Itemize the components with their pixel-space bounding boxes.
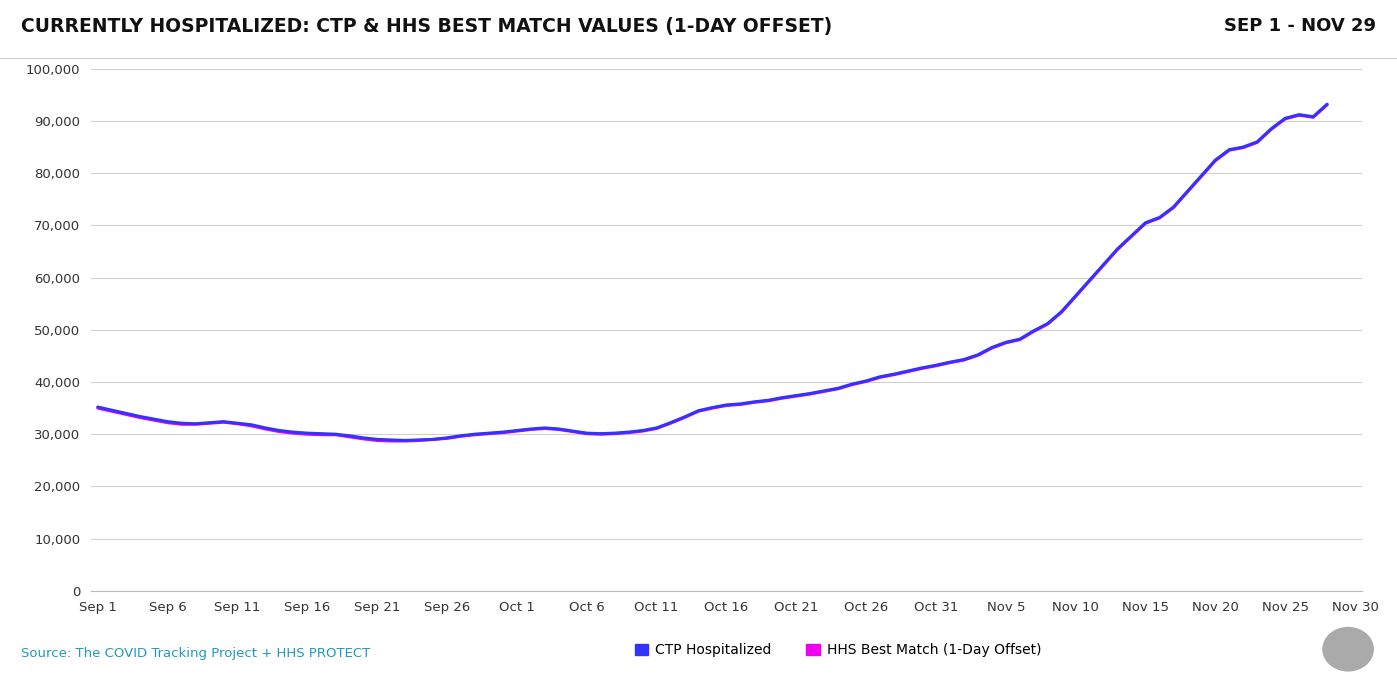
Legend: CTP Hospitalized, HHS Best Match (1-Day Offset): CTP Hospitalized, HHS Best Match (1-Day … (629, 638, 1048, 663)
Text: CURRENTLY HOSPITALIZED: CTP & HHS BEST MATCH VALUES (1-DAY OFFSET): CURRENTLY HOSPITALIZED: CTP & HHS BEST M… (21, 17, 833, 36)
Text: Source: The COVID Tracking Project + HHS PROTECT: Source: The COVID Tracking Project + HHS… (21, 646, 370, 660)
Text: SEP 1 - NOV 29: SEP 1 - NOV 29 (1224, 17, 1376, 35)
Circle shape (1323, 628, 1373, 671)
